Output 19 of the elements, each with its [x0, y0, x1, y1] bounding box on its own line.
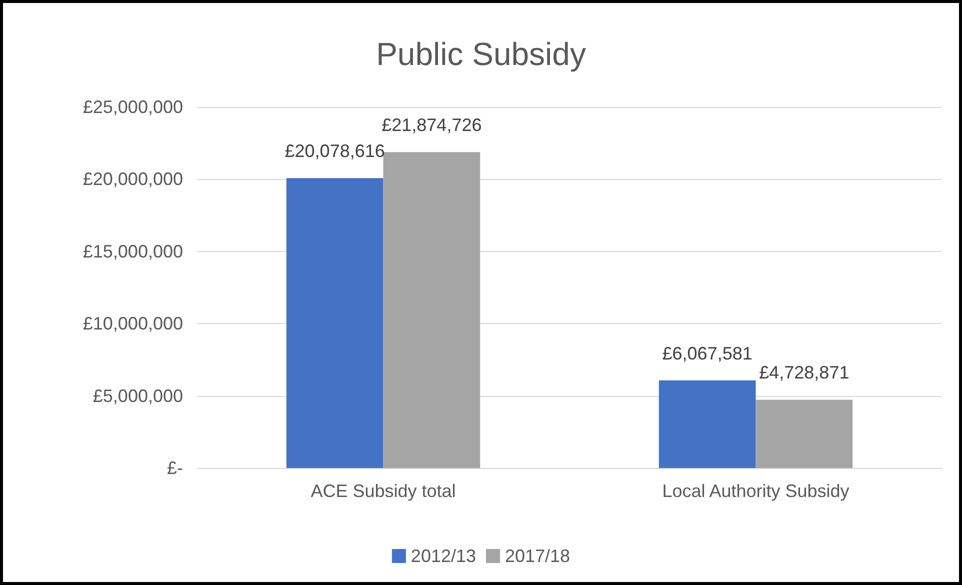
bar	[658, 380, 756, 468]
y-tick-label: £25,000,000	[82, 97, 183, 117]
legend-label: 2012/13	[410, 546, 476, 566]
bar	[383, 152, 480, 468]
x-tick-label: ACE Subsidy total	[310, 481, 456, 501]
y-tick-label: £10,000,000	[82, 314, 183, 334]
y-tick-label: £5,000,000	[92, 386, 183, 406]
data-label: £20,078,616	[284, 141, 385, 162]
data-label: £4,728,871	[759, 362, 850, 383]
legend-label: 2017/18	[505, 546, 570, 566]
y-tick-label: £15,000,000	[82, 241, 183, 262]
data-label: £21,874,726	[382, 115, 482, 136]
chart-title: Public Subsidy	[376, 36, 586, 72]
bar	[756, 400, 853, 468]
bar	[286, 178, 384, 468]
x-tick-label: Local Authority Subsidy	[662, 481, 850, 501]
y-tick-label: £20,000,000	[82, 169, 183, 190]
data-label: £6,067,581	[662, 343, 752, 364]
y-tick-label: £-	[166, 458, 183, 478]
